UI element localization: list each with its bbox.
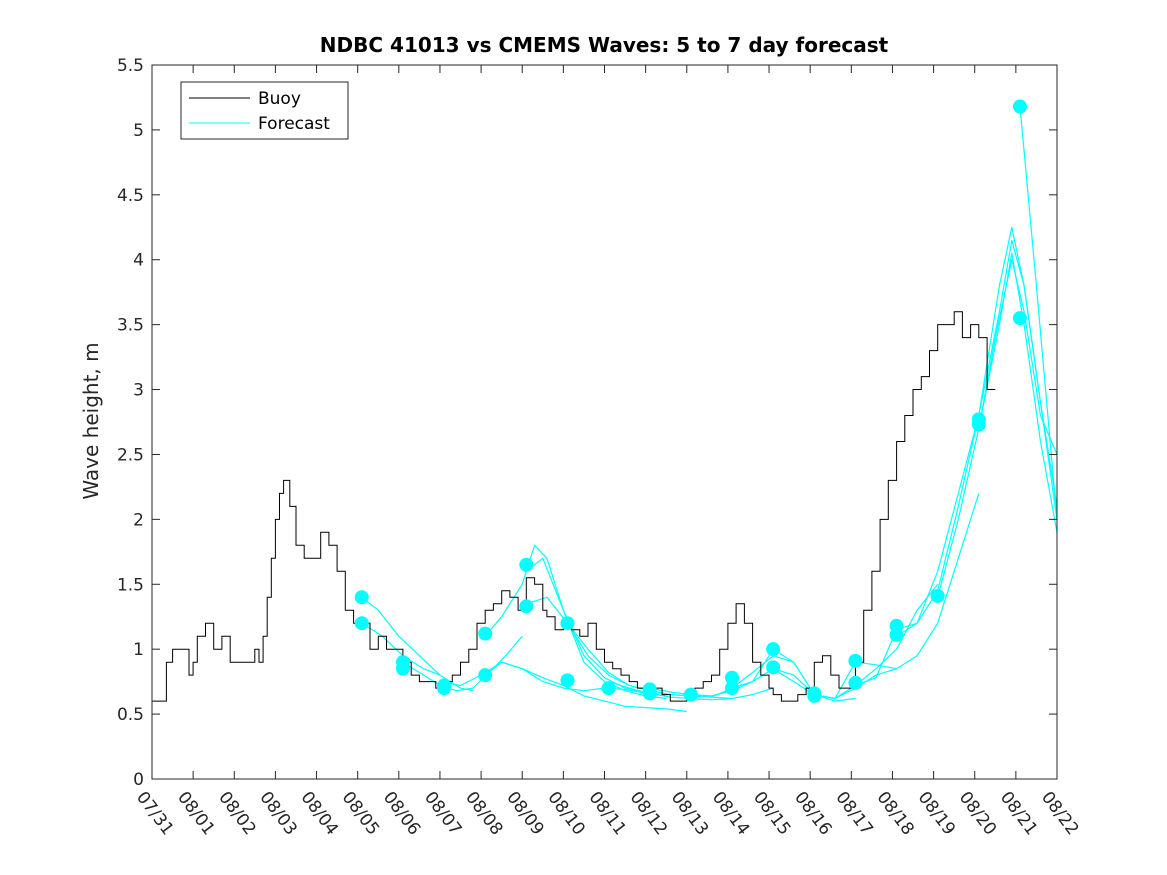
- forecast-line: [525, 557, 667, 697]
- y-tick-label: 4.5: [117, 186, 144, 206]
- forecast-start-marker: [889, 627, 904, 642]
- y-tick-label: 1.5: [117, 575, 144, 595]
- forecast-start-marker: [437, 681, 452, 696]
- forecast-start-marker: [725, 681, 740, 696]
- y-tick-label: 1: [133, 640, 144, 660]
- forecast-start-marker: [683, 687, 698, 702]
- y-tick-label: 2: [133, 510, 144, 530]
- forecast-line: [402, 635, 523, 692]
- forecast-start-marker: [395, 661, 410, 676]
- forecast-start-marker: [766, 642, 781, 657]
- forecast-start-marker: [930, 588, 945, 603]
- forecast-line: [814, 493, 980, 700]
- forecast-line: [484, 661, 687, 713]
- forecast-start-marker: [560, 616, 575, 631]
- forecast-start-marker: [848, 675, 863, 690]
- plot-frame: [151, 64, 1058, 780]
- forecast-start-marker: [354, 616, 369, 631]
- forecast-start-marker: [560, 673, 575, 688]
- forecast-line: [361, 596, 474, 692]
- forecast-line: [978, 259, 1058, 455]
- forecast-start-marker: [1012, 311, 1027, 326]
- forecast-start-marker: [971, 417, 986, 432]
- forecast-start-marker: [478, 668, 493, 683]
- y-tick-label: 3.5: [117, 316, 144, 336]
- series-layer: [152, 99, 1058, 713]
- forecast-start-marker: [766, 660, 781, 675]
- forecast-start-marker: [519, 557, 534, 572]
- legend: Buoy Forecast: [180, 81, 349, 140]
- forecast-start-marker: [1012, 99, 1027, 114]
- forecast-start-marker: [807, 688, 822, 703]
- y-axis-label: Wave height, m: [79, 342, 103, 499]
- legend-forecast-label: Forecast: [258, 114, 330, 134]
- y-tick-label: 2.5: [117, 445, 144, 465]
- y-tick-label: 0.5: [117, 705, 144, 725]
- forecast-line: [896, 239, 1058, 637]
- y-tick-label: 5: [133, 121, 144, 141]
- forecast-line: [1019, 106, 1058, 520]
- legend-buoy-label: Buoy: [258, 89, 301, 109]
- y-tick-label: 3: [133, 381, 144, 401]
- y-tick-label: 0: [133, 770, 144, 790]
- forecast-start-marker: [354, 590, 369, 605]
- forecast-start-marker: [642, 686, 657, 701]
- legend-box: [180, 81, 349, 140]
- forecast-start-marker: [848, 653, 863, 668]
- forecast-start-marker: [478, 626, 493, 641]
- forecast-start-marker: [601, 681, 616, 696]
- buoy-line: [152, 311, 996, 702]
- chart-title: NDBC 41013 vs CMEMS Waves: 5 to 7 day fo…: [320, 33, 889, 57]
- y-tick-label: 5.5: [117, 56, 144, 76]
- y-tick-label: 4: [133, 251, 144, 271]
- forecast-start-marker: [519, 599, 534, 614]
